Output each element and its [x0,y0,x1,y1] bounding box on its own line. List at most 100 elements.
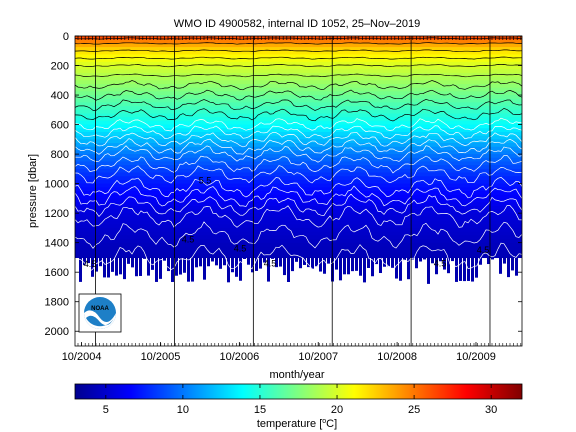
y-tick-label: 600 [51,120,69,132]
x-tick-label: 10/2009 [456,351,496,363]
contour-line [75,221,522,249]
deep-profile-bar [103,257,106,278]
contour-lines [75,37,522,272]
deep-profile-bar [155,257,158,282]
deep-profile-bar [163,257,166,261]
contour-line [75,242,522,272]
deep-profile-bar [139,257,142,276]
deep-profile-bar [379,257,382,274]
deep-profile-bar [143,257,146,259]
deep-profile-bar [403,257,406,261]
deep-profile-bar [311,257,314,269]
field-band [75,106,522,111]
colorbar-tick-label: 15 [254,404,266,416]
field-band [75,39,522,44]
deep-profile-bar [451,257,454,262]
deep-profile-bar [503,257,506,264]
field-band [75,216,522,222]
deep-profile-bar [515,257,518,276]
field-band [75,139,522,144]
chart-title: WMO ID 4900582, internal ID 1052, 25–Nov… [174,18,420,30]
deep-profile-bar [171,257,174,282]
colorbar-label: temperature [oC] [257,418,337,430]
field-band [75,120,522,126]
field-band [75,235,522,240]
field-band [75,154,522,159]
deep-profile-bar [399,257,402,281]
deep-profile-bar [383,257,386,267]
deep-profile-bar [427,257,430,284]
contour-label: 4.5 [264,258,277,268]
contour-line [75,89,522,101]
deep-profile-bar [235,257,238,277]
deep-profile-bar [179,257,182,275]
plot-frame [74,35,523,347]
x-axis-ticks: 10/2004 10/2005 10/2006 10/2007 10/2008 10/20… [62,342,496,363]
contour-labels: 4.5 5.5 4.5 4.5 4.5 4.5 4.5 [84,176,490,269]
deep-profile-bar [295,257,298,262]
field-band [75,65,522,70]
contour-line [75,63,522,68]
field-band [75,135,522,140]
deep-profile-bar [363,257,366,283]
deep-profile-bar [123,257,126,280]
field-band [75,238,522,244]
deep-profile-bar [271,257,274,259]
field-band [75,224,522,229]
deep-profile-bar [487,257,490,265]
field-band [75,168,522,174]
field-band [75,209,522,214]
colorbar [74,383,523,400]
deep-profile-bar [471,257,474,282]
deep-profile-bar [419,257,422,262]
deep-profile-bar [79,257,82,282]
deep-profile-bar [95,257,98,272]
y-tick-label: 0 [63,31,69,43]
deep-profile-bar [367,257,370,268]
deep-profile-bar [167,257,170,272]
field-band [75,91,522,96]
deep-profile-bar [111,257,114,272]
contour-line [75,185,522,207]
deep-profile-bar [319,257,322,272]
field-band [75,176,522,181]
deep-profile-bar [479,257,482,265]
field-band [75,117,522,122]
contour-line [75,176,522,199]
y-tick-label: 2000 [45,326,69,338]
deep-profile-bar [119,257,122,275]
deep-profile-bar [431,257,434,264]
y-axis-label: pressure [dbar] [27,154,39,228]
contour-line [75,37,522,40]
deep-profile-bar [187,257,190,282]
field-band [75,80,522,85]
deep-profile-bar [351,257,354,272]
deep-profile-bar [127,257,130,264]
deep-profile-bar [299,257,302,269]
colorbar-tick-label: 30 [485,404,497,416]
contour-line [75,145,522,163]
contour-line [75,165,522,184]
deep-profile-bar [283,257,286,276]
deep-profile-bar [339,257,342,281]
deep-profile-bar [231,257,234,273]
y-tick-label: 1600 [45,267,69,279]
deep-profile-bar [355,257,358,271]
field-band [75,69,522,74]
contour-line [75,138,522,155]
field-band [75,183,522,188]
deep-profile-bar [211,257,214,262]
contour-line [75,80,522,91]
deep-profile-bar [507,257,510,278]
deep-profile-bar [327,257,330,264]
y-tick-label: 400 [51,90,69,102]
deep-profile-bar [195,257,198,268]
deep-profile-bar [315,257,318,267]
deep-profile-bar [215,257,218,266]
deep-profile-bar [87,257,90,264]
field-band [75,143,522,148]
y-tick-label: 1400 [45,238,69,250]
contour-line [75,108,522,122]
deep-profile-bar [447,257,450,274]
deep-profile-bar [159,257,162,279]
